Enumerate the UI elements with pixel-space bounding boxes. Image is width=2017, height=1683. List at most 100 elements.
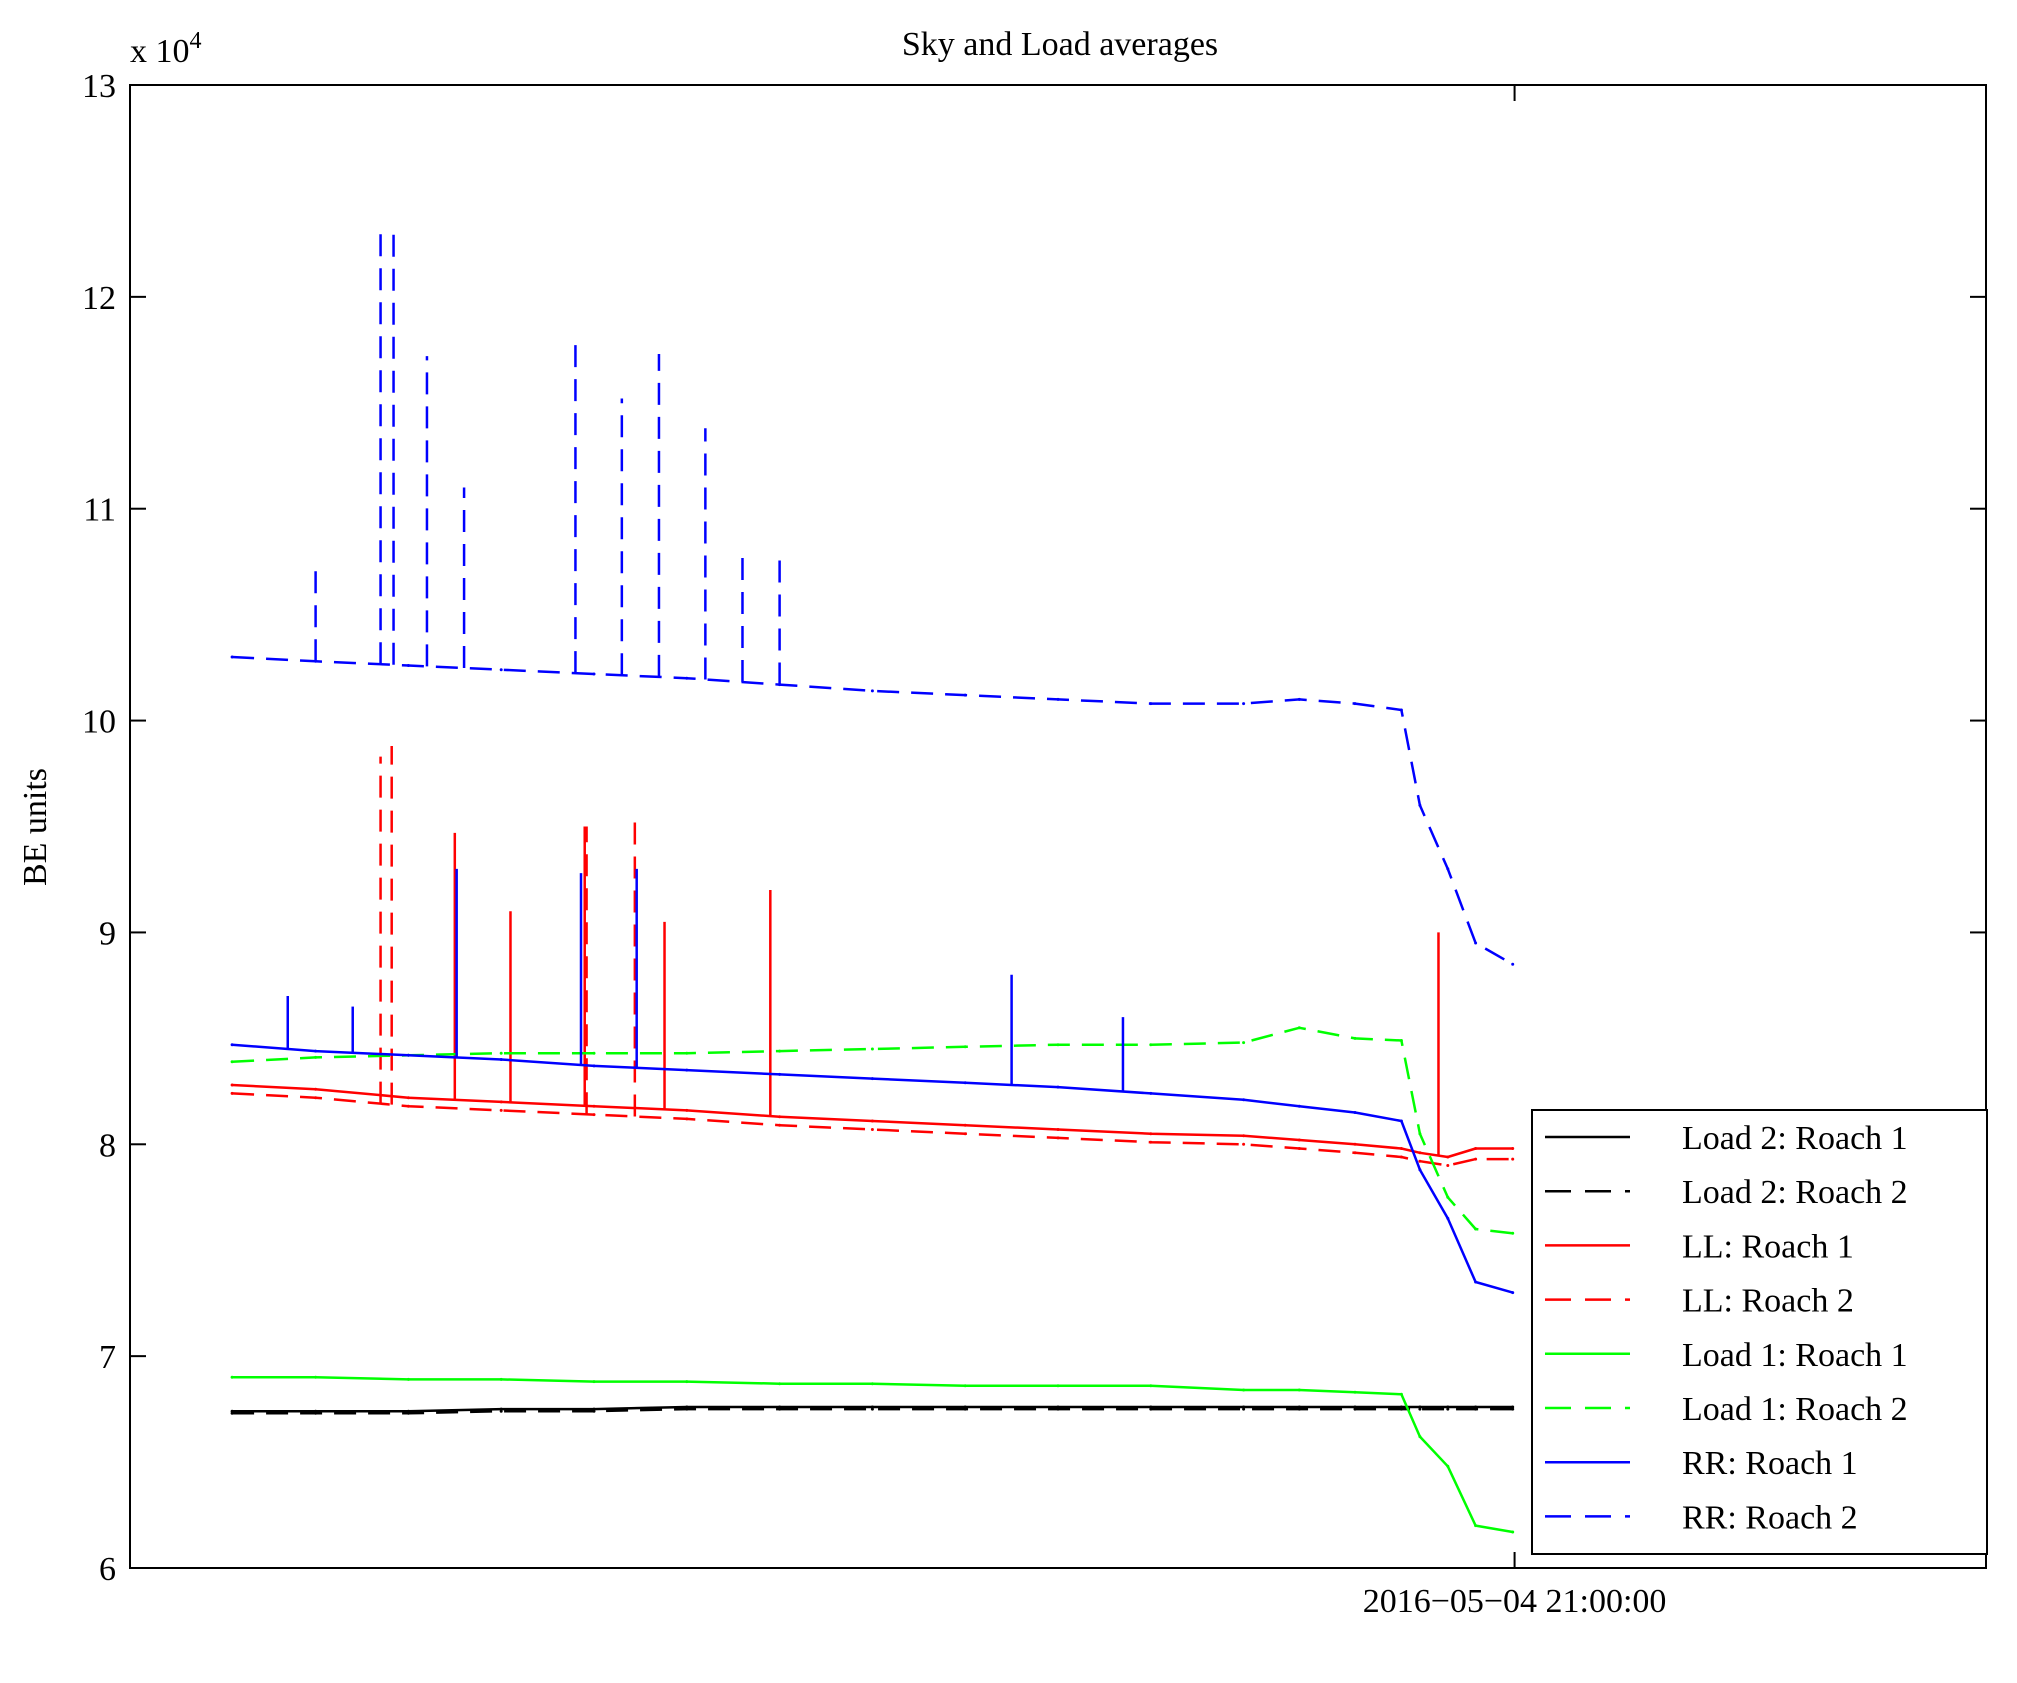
series-line [232, 1043, 1514, 1294]
y-tick-label: 9 [99, 915, 116, 952]
data-point [1056, 1085, 1060, 1089]
data-point [499, 1100, 503, 1104]
legend-label: RR: Roach 2 [1682, 1499, 1858, 1536]
data-point [314, 1049, 318, 1053]
data-point [1242, 1098, 1246, 1102]
data-point [1511, 1405, 1515, 1409]
data-point [1353, 702, 1357, 706]
data-point [870, 1119, 874, 1123]
data-point [499, 1108, 503, 1112]
data-point [1297, 1104, 1301, 1108]
data-point [778, 1407, 782, 1411]
data-point [963, 1384, 967, 1388]
data-point [685, 1405, 689, 1409]
data-point [1418, 1151, 1422, 1155]
data-point [963, 1123, 967, 1127]
data-point [685, 676, 689, 680]
data-point [1353, 1405, 1357, 1409]
series-load-2-roach-1 [230, 1405, 1515, 1413]
data-point [685, 1068, 689, 1072]
data-point [870, 1077, 874, 1081]
data-point [314, 1055, 318, 1059]
data-point [1418, 1132, 1422, 1136]
y-multiplier-base: x 10 [130, 33, 190, 70]
data-point [592, 1380, 596, 1384]
data-point [963, 693, 967, 697]
legend-label: Load 1: Roach 2 [1682, 1391, 1908, 1428]
data-point [1149, 1140, 1153, 1144]
data-point [963, 1405, 967, 1409]
data-point [1474, 1524, 1478, 1528]
data-point [1353, 1111, 1357, 1114]
series-rr-roach-1 [230, 868, 1515, 1295]
data-point [778, 1382, 782, 1386]
data-point [1297, 1405, 1301, 1409]
data-point [1399, 708, 1403, 712]
data-point [314, 1409, 318, 1413]
data-point [1418, 1405, 1422, 1409]
data-point [870, 1407, 874, 1411]
y-tick-label: 6 [99, 1551, 116, 1588]
data-point [314, 1375, 318, 1379]
data-point [230, 1060, 234, 1064]
legend-label: Load 2: Roach 2 [1682, 1174, 1908, 1211]
y-tick-label: 11 [83, 492, 116, 529]
data-point [592, 1064, 596, 1068]
data-point [1418, 1159, 1422, 1163]
data-point [1149, 1384, 1153, 1388]
data-point [230, 1411, 234, 1415]
legend-label: LL: Roach 2 [1682, 1283, 1854, 1320]
data-point [1149, 1407, 1153, 1411]
data-point [499, 1058, 503, 1061]
data-point [1353, 1036, 1357, 1040]
legend-item: Load 1: Roach 1 [1545, 1337, 1908, 1374]
data-point [230, 1043, 234, 1047]
series-line [232, 655, 1514, 966]
data-point [778, 1072, 782, 1076]
data-point [1511, 1231, 1515, 1235]
data-point [685, 1051, 689, 1055]
data-point [499, 668, 503, 672]
data-point [1446, 1164, 1450, 1167]
data-point [1242, 1388, 1246, 1392]
axes-frame [129, 84, 1987, 1569]
chart-title: Sky and Load averages [902, 26, 1218, 63]
data-point [1418, 1435, 1422, 1439]
legend-label: Load 2: Roach 1 [1682, 1120, 1908, 1157]
data-point [406, 664, 410, 667]
data-point [1399, 1119, 1403, 1123]
legend-item: LL: Roach 2 [1545, 1283, 1854, 1320]
data-point [1446, 1464, 1450, 1468]
data-point [870, 1128, 874, 1131]
data-point [1056, 1384, 1060, 1388]
legend-item: RR: Roach 2 [1545, 1499, 1858, 1536]
data-point [1297, 697, 1301, 701]
data-point [1149, 1132, 1153, 1136]
data-point [406, 1053, 410, 1057]
data-point [1149, 1043, 1153, 1047]
data-point [1297, 1388, 1301, 1392]
series-line [232, 1376, 1513, 1534]
data-point [1418, 803, 1422, 807]
data-point [1418, 1168, 1422, 1172]
data-point [870, 689, 874, 693]
data-point [1353, 1407, 1357, 1411]
data-point [1511, 1147, 1515, 1150]
data-point [1353, 1151, 1357, 1155]
data-point [406, 1411, 410, 1415]
x-ticks: 2016−05−04 21:00:00 [1363, 85, 1666, 1620]
data-point [314, 1411, 318, 1415]
data-point [1242, 1407, 1246, 1411]
data-point [963, 1407, 967, 1411]
data-point [592, 672, 596, 676]
data-point [1474, 1147, 1478, 1150]
data-point [1446, 1195, 1450, 1199]
y-axis-label: BE units [17, 768, 54, 886]
data-point [1446, 1155, 1450, 1159]
data-point [592, 1051, 596, 1055]
data-point [1242, 1142, 1246, 1146]
legend-label: LL: Roach 1 [1682, 1228, 1854, 1265]
data-point [1056, 1128, 1060, 1131]
data-point [1056, 1407, 1060, 1411]
data-point [314, 1087, 318, 1091]
